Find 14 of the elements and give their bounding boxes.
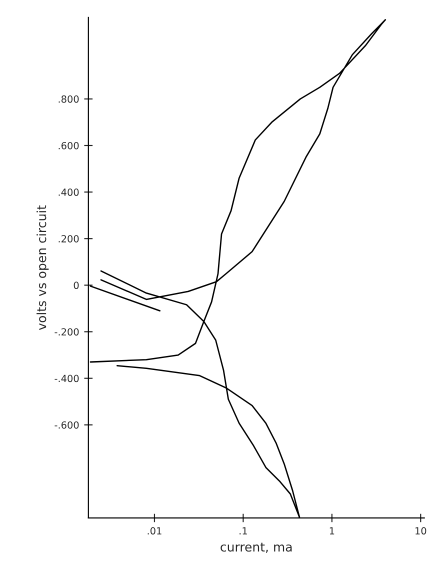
x-tick-label: .1 bbox=[240, 527, 247, 534]
y-tick-label: .800 bbox=[58, 95, 79, 103]
y-tick-label: -.400 bbox=[54, 374, 79, 382]
x-tick-label: 1 bbox=[330, 527, 334, 534]
y-tick-label: .600 bbox=[58, 142, 79, 150]
x-tick-label: .01 bbox=[148, 527, 162, 535]
y-tick-label: -.600 bbox=[54, 421, 79, 429]
x-axis-title: current, ma bbox=[220, 542, 292, 553]
x-tick-label: 10 bbox=[416, 527, 426, 535]
y-axis-title: volts vs open circuit bbox=[36, 205, 49, 330]
y-tick-label: 0 bbox=[74, 282, 79, 290]
y-tick-label: .400 bbox=[58, 188, 79, 196]
y-tick-label: -.200 bbox=[54, 328, 79, 336]
y-tick-label: .200 bbox=[58, 235, 79, 242]
